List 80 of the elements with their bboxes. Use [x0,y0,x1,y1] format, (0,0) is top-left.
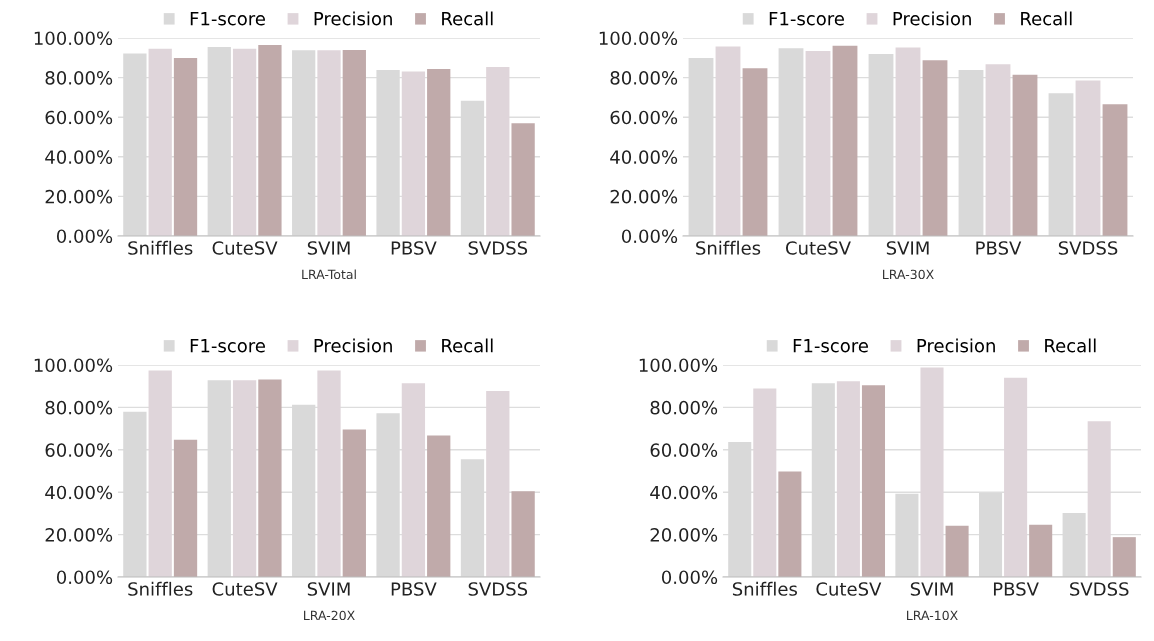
bar [511,123,535,236]
y-tick-label: 40.00% [650,485,718,500]
y-tick-label: 100.00% [34,31,113,46]
x-tick-label: CuteSV [785,241,851,255]
y-tick-label: 100.00% [599,31,678,46]
y-tick-label: 20.00% [45,189,113,204]
x-tick-label: PBSV [391,241,437,255]
y-tick-label: 80.00% [45,71,113,85]
x-tick-label: Sniffles [128,240,193,255]
bar [258,44,282,236]
bar [173,58,198,236]
legend-label: F1-score [190,339,265,353]
x-tick-label: SVIM [886,241,929,255]
bar [922,60,948,236]
x-axis-title: LRA-Total [302,269,356,280]
legend-label: Precision [314,338,392,353]
bar [342,429,366,577]
x-axis-title: LRA-10X [907,610,958,621]
y-tick-label: 40.00% [610,150,678,164]
legend-label: F1-score [793,339,868,353]
y-tick-label: 60.00% [45,443,113,457]
y-tick-label: 40.00% [45,485,113,500]
y-tick-label: 0.00% [56,570,113,585]
bar [832,45,858,236]
bar [427,69,451,236]
y-tick-label: 100.00% [639,358,718,373]
bar [1029,524,1053,577]
y-tick-label: 60.00% [610,110,678,125]
bar [1112,537,1136,577]
x-tick-label: SVDSS [468,582,528,596]
bar [511,491,535,577]
legend-label: Precision [893,11,971,26]
bar [173,439,198,577]
y-tick-label: 100.00% [34,358,113,373]
y-tick-label: 20.00% [610,189,678,204]
x-tick-label: CuteSV [212,241,278,255]
y-tick-label: 60.00% [650,443,718,457]
legend-label: Recall [1045,338,1096,353]
bar [427,435,451,577]
x-tick-label: SVDSS [1058,241,1118,255]
x-tick-label: PBSV [993,582,1039,596]
y-tick-label: 40.00% [45,150,113,164]
bar [861,385,886,577]
bar [258,379,282,577]
x-tick-label: PBSV [976,241,1022,255]
y-tick-label: 0.00% [661,570,718,585]
legend-label: Recall [442,338,493,353]
legend-label: Precision [314,11,392,26]
bar [945,525,969,577]
y-tick-label: 80.00% [45,400,113,415]
bar [778,471,802,577]
bar [742,68,768,236]
x-tick-label: SVDSS [468,241,528,255]
x-tick-label: SVIM [910,582,953,596]
x-tick-label: Sniffles [732,581,797,596]
y-tick-label: 20.00% [650,528,718,542]
legend-label: F1-score [769,12,844,26]
x-axis-title: LRA-20X [304,610,355,621]
x-tick-label: SVDSS [1070,582,1129,596]
bar [1012,74,1038,236]
y-tick-label: 0.00% [621,229,678,244]
legend-label: Precision [917,338,995,353]
x-tick-label: PBSV [391,582,437,596]
x-tick-label: SVIM [307,241,350,255]
y-tick-label: 80.00% [650,400,718,415]
x-tick-label: CuteSV [816,582,882,596]
y-tick-label: 20.00% [45,528,113,542]
legend-label: Recall [442,11,493,26]
bar [1102,104,1128,236]
y-tick-label: 0.00% [56,229,113,244]
x-axis-title: LRA-30X [883,269,934,280]
bar [342,49,366,236]
legend-label: F1-score [190,12,265,26]
legend-label: Recall [1021,11,1072,26]
x-tick-label: Sniffles [696,240,761,255]
y-tick-label: 60.00% [45,110,113,125]
x-tick-label: SVIM [307,582,350,596]
x-tick-label: Sniffles [128,581,193,596]
y-tick-label: 80.00% [610,71,678,85]
x-tick-label: CuteSV [212,582,278,596]
